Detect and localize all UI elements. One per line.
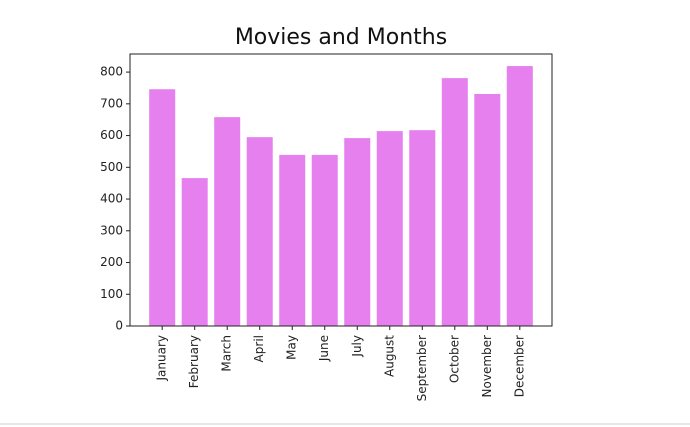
x-tick-label: October (447, 335, 461, 383)
x-tick-label: January (155, 335, 169, 382)
bar (311, 154, 338, 326)
bar (474, 93, 501, 326)
y-tick-label: 600 (100, 128, 123, 142)
x-tick-label: December (512, 335, 526, 397)
y-tick-label: 800 (100, 65, 123, 79)
bar (181, 178, 208, 326)
y-tick-label: 500 (100, 160, 123, 174)
bar (149, 89, 176, 326)
chart-title: Movies and Months (235, 25, 447, 50)
bar (409, 130, 436, 326)
x-tick-label: August (382, 335, 396, 377)
bar (506, 66, 533, 327)
bar (376, 131, 403, 326)
x-tick-label: September (415, 335, 429, 401)
y-tick-label: 0 (115, 319, 123, 333)
bar (279, 154, 306, 326)
x-tick-label: July (350, 335, 364, 358)
x-tick-label: May (285, 335, 299, 360)
y-tick-label: 200 (100, 255, 123, 269)
x-tick-label: November (480, 335, 494, 397)
y-tick-label: 400 (100, 192, 123, 206)
x-tick-label: February (187, 335, 201, 388)
y-tick-label: 700 (100, 96, 123, 110)
x-tick-label: June (317, 335, 331, 362)
plot-frame (129, 53, 553, 327)
x-tick-label: April (252, 335, 266, 362)
y-tick-label: 100 (100, 287, 123, 301)
bar (441, 78, 468, 326)
bar (214, 117, 241, 327)
y-tick-label: 300 (100, 223, 123, 237)
bar (344, 138, 371, 326)
x-tick-label: March (220, 335, 234, 372)
bar (246, 137, 273, 326)
